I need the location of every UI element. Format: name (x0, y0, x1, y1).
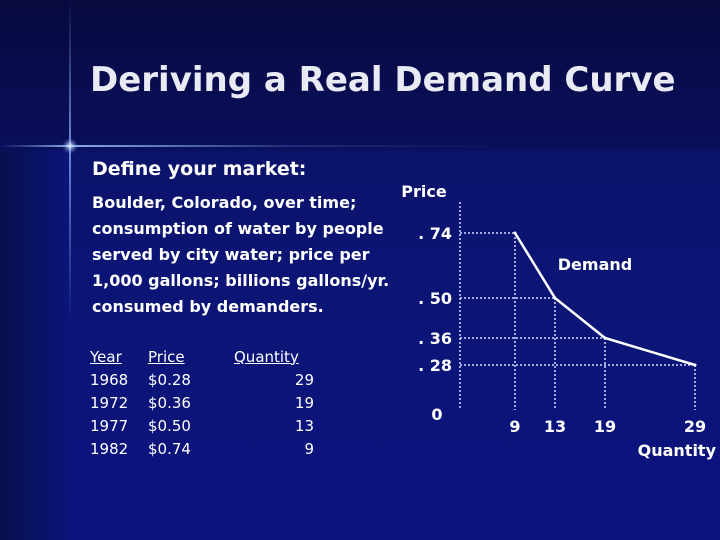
table-header-row: Year Price Quantity (90, 345, 314, 368)
cell-price: $0.50 (148, 416, 191, 435)
y-tick-label: . 74 (418, 224, 452, 243)
demand-curve-line (513, 232, 696, 367)
flare-star (62, 138, 78, 154)
table-row: 1968 $0.28 29 (90, 368, 314, 391)
header-year: Year (90, 347, 122, 366)
cell-price: $0.36 (148, 393, 191, 412)
x-tick-label: 9 (509, 417, 520, 436)
y-tick-label: 0 (431, 405, 442, 424)
cell-price: $0.28 (148, 370, 191, 389)
cell-year: 1982 (90, 439, 129, 458)
data-point (553, 296, 557, 300)
y-tick-label: . 28 (418, 356, 452, 375)
table-row: 1982 $0.74 9 (90, 437, 314, 460)
background-top-band (0, 0, 720, 150)
cell-year: 1968 (90, 370, 129, 389)
market-description: Boulder, Colorado, over time; consumptio… (92, 193, 390, 316)
x-axis-label: Quantity (638, 441, 717, 460)
slide-title: Deriving a Real Demand Curve (90, 60, 676, 100)
series-label-demand: Demand (558, 255, 632, 274)
cell-quantity: 13 (294, 416, 314, 435)
table-row: 1972 $0.36 19 (90, 391, 314, 414)
flare-horizontal (0, 145, 720, 147)
x-tick-label: 29 (684, 417, 706, 436)
y-tick-label: . 50 (418, 289, 452, 308)
background-left-band (0, 150, 70, 540)
cell-quantity: 29 (294, 370, 314, 389)
data-point (693, 363, 697, 367)
cell-quantity: 9 (304, 439, 314, 458)
y-axis-label: Price (401, 182, 447, 201)
price-quantity-table: Year Price Quantity 1968 $0.28 29 1972 $… (90, 345, 314, 460)
cell-year: 1977 (90, 416, 129, 435)
header-quantity: Quantity (234, 347, 299, 366)
y-tick-label: . 36 (418, 329, 452, 348)
x-tick-label: 19 (594, 417, 616, 436)
cell-year: 1972 (90, 393, 129, 412)
cell-price: $0.74 (148, 439, 191, 458)
header-price: Price (148, 347, 185, 366)
flare-vertical (69, 0, 71, 540)
cell-quantity: 19 (294, 393, 314, 412)
data-point (513, 231, 517, 235)
x-tick-label: 13 (544, 417, 566, 436)
table-row: 1977 $0.50 13 (90, 414, 314, 437)
slide-subheading: Define your market: (92, 158, 307, 180)
data-point (603, 336, 607, 340)
